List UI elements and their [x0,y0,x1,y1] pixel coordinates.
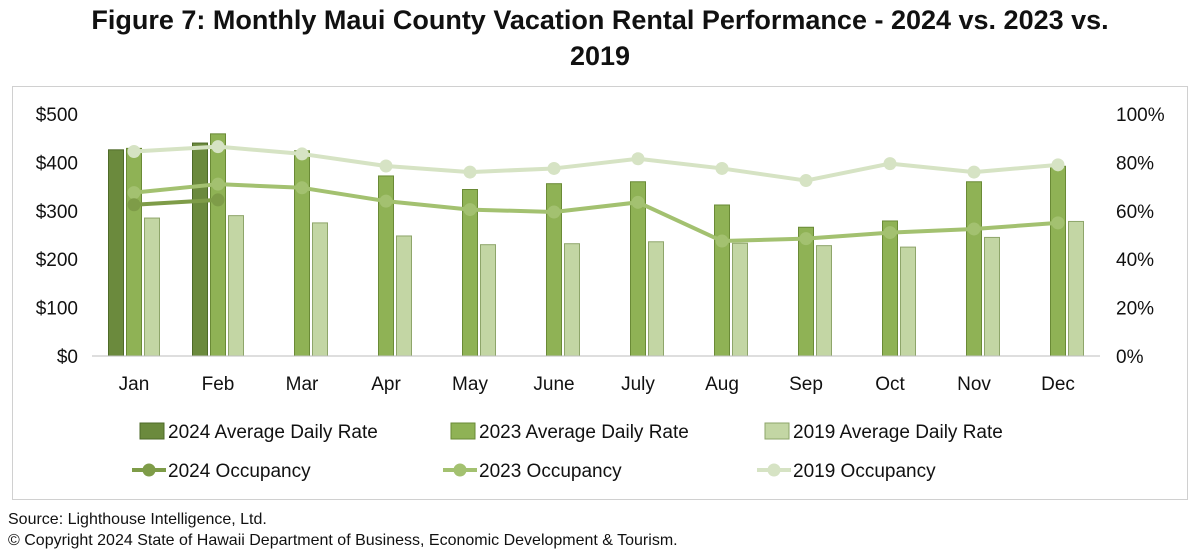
y-left-tick-label: $500 [36,105,78,126]
point-2019-occupancy-4 [463,165,477,179]
bar-2019-average-daily-rate-mar [312,222,328,357]
x-tick-label: Sep [789,374,823,395]
point-2024-occupancy-1 [211,193,225,207]
chart-frame [12,86,1188,500]
bar-2019-average-daily-rate-june [564,243,580,357]
legend-label: 2019 Occupancy [793,461,936,482]
chart-title-line-2: 2019 [569,41,631,71]
legend-label: 2019 Average Daily Rate [793,422,1003,443]
legend-marker [142,463,156,477]
point-2023-occupancy-10 [967,222,981,236]
point-2019-occupancy-8 [799,174,813,188]
x-tick-label: Dec [1041,374,1075,395]
x-tick-label: Aug [705,374,739,395]
bar-2019-average-daily-rate-jan [144,217,160,357]
point-2019-occupancy-1 [211,140,225,154]
line-2024-occupancy [133,197,219,207]
chart-title: Figure 7: Monthly Maui County Vacation R… [0,2,1200,74]
legend-label: 2023 Occupancy [479,461,622,482]
legend-marker [767,463,781,477]
point-2019-occupancy-11 [1051,158,1065,172]
point-2023-occupancy-11 [1051,216,1065,230]
point-2023-occupancy-4 [463,203,477,217]
legend-swatch-2024-average-daily-rate [139,422,165,440]
bar-2023-average-daily-rate-aug [714,204,730,357]
y-right-tick-label: 40% [1116,250,1154,271]
bar-2019-average-daily-rate-dec [1068,220,1084,357]
x-tick-label: July [621,374,655,395]
y-right-tick-label: 60% [1116,202,1154,223]
y-left-tick-label: $400 [36,153,78,174]
point-2023-occupancy-2 [295,181,309,195]
point-2023-occupancy-6 [631,195,645,209]
y-left-tick-label: $100 [36,299,78,320]
x-tick-label: Apr [371,374,401,395]
bar-2024-average-daily-rate-feb [192,142,208,357]
x-tick-label: Oct [875,374,905,395]
copyright-note: © Copyright 2024 State of Hawaii Departm… [8,532,678,549]
bar-2023-average-daily-rate-nov [966,181,982,357]
y-left-tick-label: $300 [36,202,78,223]
axes-layer: $0 $100 $200 $300 $400 $500 0% 20% 40% 60% 80% 100%… [36,105,1165,395]
line-2019-occupancy [133,144,1059,183]
legend-swatch-2023-average-daily-rate [450,422,476,440]
x-tick-label: May [452,374,488,395]
bar-2019-average-daily-rate-feb [228,215,244,357]
chart-title-line-1: Figure 7: Monthly Maui County Vacation R… [91,5,1109,35]
bar-2023-average-daily-rate-oct [882,220,898,357]
bar-2019-average-daily-rate-oct [900,246,916,357]
bar-2023-average-daily-rate-dec [1050,165,1066,357]
bar-2019-average-daily-rate-apr [396,235,412,357]
y-left-tick-label: $0 [57,347,78,368]
bar-2024-average-daily-rate-jan [108,149,124,357]
bar-2019-average-daily-rate-july [648,241,664,357]
point-2019-occupancy-3 [379,159,393,173]
bar-2019-average-daily-rate-nov [984,236,1000,357]
y-left-tick-label: $200 [36,250,78,271]
point-2019-occupancy-9 [883,157,897,171]
point-2023-occupancy-7 [715,234,729,248]
line-2023-occupancy [133,182,1059,244]
legend-label: 2023 Average Daily Rate [479,422,689,443]
legend: 2024 Average Daily Rate 2023 Average Dail… [132,422,1003,482]
x-tick-label: June [533,374,574,395]
point-2023-occupancy-3 [379,194,393,208]
x-tick-label: Mar [286,374,319,395]
x-tick-label: Nov [957,374,991,395]
line-layer [127,140,1065,248]
point-2019-occupancy-10 [967,165,981,179]
point-2023-occupancy-8 [799,232,813,246]
point-2019-occupancy-5 [547,161,561,175]
source-note: Source: Lighthouse Intelligence, Ltd. [8,511,267,528]
legend-label: 2024 Occupancy [168,461,311,482]
bar-2023-average-daily-rate-feb [210,133,226,357]
point-2023-occupancy-0 [127,186,141,200]
y-right-tick-label: 80% [1116,153,1154,174]
point-2019-occupancy-0 [127,145,141,159]
legend-marker [453,463,467,477]
bar-2019-average-daily-rate-may [480,244,496,357]
x-tick-label: Feb [202,374,235,395]
bar-2023-average-daily-rate-jan [126,147,142,357]
y-right-tick-label: 100% [1116,105,1165,126]
legend-swatch-2019-average-daily-rate [764,422,790,440]
point-2024-occupancy-0 [127,198,141,212]
x-tick-label: Jan [119,374,150,395]
point-2023-occupancy-9 [883,226,897,240]
y-right-tick-label: 20% [1116,299,1154,320]
point-2019-occupancy-7 [715,161,729,175]
point-2019-occupancy-6 [631,152,645,166]
bar-2019-average-daily-rate-sep [816,245,832,357]
legend-label: 2024 Average Daily Rate [168,422,378,443]
point-2023-occupancy-1 [211,177,225,191]
bar-2023-average-daily-rate-sep [798,226,814,357]
bar-2019-average-daily-rate-aug [732,242,748,357]
point-2019-occupancy-2 [295,147,309,161]
y-right-tick-label: 0% [1116,347,1144,368]
point-2023-occupancy-5 [547,205,561,219]
